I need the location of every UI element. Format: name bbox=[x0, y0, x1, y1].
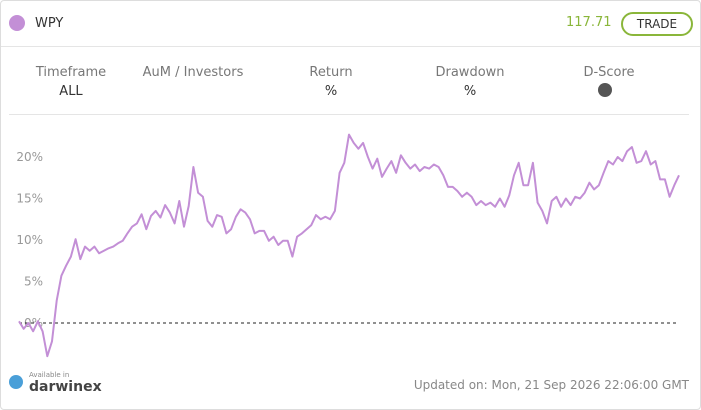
price: 117.71 bbox=[566, 15, 612, 30]
darwinex-logo bbox=[9, 375, 23, 389]
stat-value: % bbox=[463, 84, 477, 99]
y-tick-label: 10% bbox=[16, 233, 43, 247]
stat-value: ALL bbox=[59, 84, 83, 99]
series-dot bbox=[9, 15, 25, 31]
series-line bbox=[18, 133, 680, 358]
updated-on: Updated on: Mon, 21 Sep 2026 22:06:00 GM… bbox=[413, 378, 689, 392]
y-tick-label: 5% bbox=[24, 275, 43, 289]
badge-brand: darwinex bbox=[29, 379, 102, 395]
d-score-icon bbox=[598, 83, 612, 97]
trade-button[interactable]: TRADE bbox=[621, 12, 693, 36]
stat-label: D-Score bbox=[583, 65, 635, 80]
stat-label: Timeframe bbox=[35, 65, 107, 80]
symbol: WPY bbox=[35, 16, 64, 31]
divider bbox=[1, 46, 700, 47]
y-tick-label: 20% bbox=[16, 150, 43, 164]
stat-value: % bbox=[324, 84, 338, 99]
badge-caption: Available in bbox=[29, 371, 70, 379]
stat-label: Drawdown bbox=[435, 65, 505, 80]
stat-label: Return bbox=[309, 65, 353, 80]
stat-label: AuM / Investors bbox=[142, 65, 244, 80]
divider bbox=[9, 114, 689, 115]
y-tick-label: 15% bbox=[16, 192, 43, 206]
